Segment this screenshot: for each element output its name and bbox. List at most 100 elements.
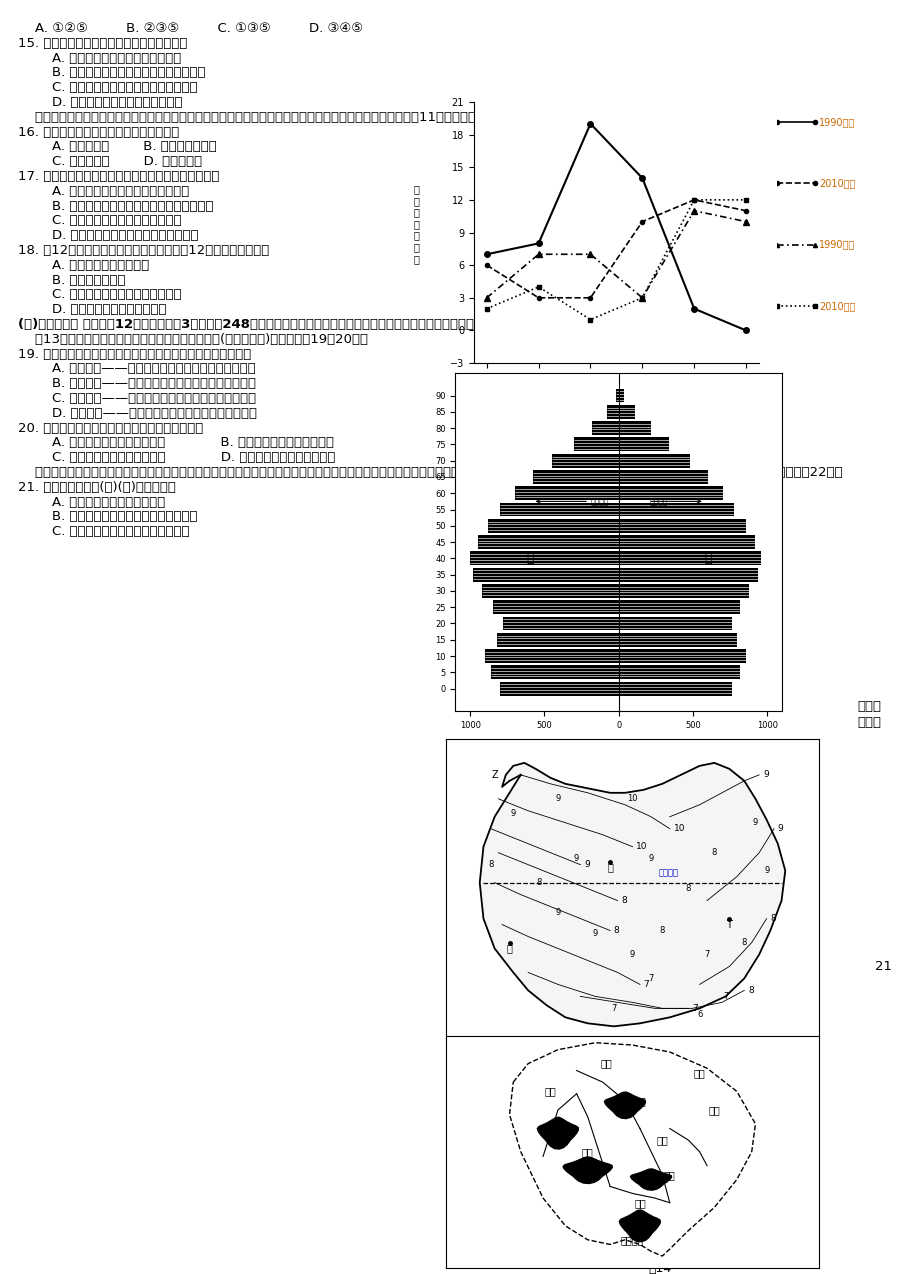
- Bar: [472, 568, 618, 581]
- Polygon shape: [562, 1157, 612, 1184]
- Text: 20. 关于图中局部地区盛行风向的叙述，正确的是: 20. 关于图中局部地区盛行风向的叙述，正确的是: [18, 422, 203, 434]
- Text: 10: 10: [636, 842, 647, 851]
- Text: T: T: [726, 920, 732, 930]
- Polygon shape: [630, 1170, 671, 1190]
- Bar: [515, 487, 618, 501]
- Bar: [618, 665, 740, 679]
- Text: 上虚: 上虚: [693, 1068, 705, 1078]
- Text: 19. 关于甲乙丙丁四地每日日照时数及其原因的叙述，正确的是: 19. 关于甲乙丙丁四地每日日照时数及其原因的叙述，正确的是: [18, 348, 251, 361]
- Text: 纵织: 纵织: [633, 1096, 645, 1106]
- Text: 8: 8: [741, 938, 746, 947]
- Text: 1990浙江: 1990浙江: [818, 117, 854, 127]
- Text: 分。在: 分。在: [857, 699, 880, 713]
- Text: 6: 6: [696, 1010, 701, 1019]
- Text: 2010上海: 2010上海: [818, 301, 855, 311]
- Text: 9: 9: [762, 771, 768, 780]
- Bar: [551, 454, 618, 468]
- Bar: [488, 519, 618, 533]
- Text: B. 人口出现负增长: B. 人口出现负增长: [18, 274, 125, 287]
- Bar: [618, 633, 737, 647]
- Bar: [618, 650, 745, 662]
- Text: 7: 7: [704, 950, 709, 959]
- Text: (二)双项选择题 本大题全12小题，每小题3分，共计248分。在每小题给出的四个选项中，有两项是符合题目要求的。选两项且全选对者得3分，选错、少选或不选均不得分: (二)双项选择题 本大题全12小题，每小题3分，共计248分。在每小题给出的四个…: [18, 318, 666, 331]
- Text: 8: 8: [769, 913, 776, 924]
- Bar: [607, 405, 618, 419]
- Text: 9: 9: [648, 854, 653, 864]
- Bar: [618, 535, 754, 549]
- Bar: [477, 535, 618, 549]
- Text: 9: 9: [777, 824, 783, 833]
- Bar: [470, 552, 618, 566]
- Text: 15. 该农场土地利用类型变化的原因及好处是: 15. 该农场土地利用类型变化的原因及好处是: [18, 37, 187, 50]
- Text: B. 乙地较多——受副热带高气压带及沿岘寒流的影响: B. 乙地较多——受副热带高气压带及沿岘寒流的影响: [18, 377, 255, 390]
- Text: C. 有利于产业升级，改善环境质量: C. 有利于产业升级，改善环境质量: [18, 214, 181, 227]
- Bar: [618, 422, 651, 434]
- Text: A. 工业产值降低，促进第三产业发展: A. 工业产值降低，促进第三产业发展: [18, 185, 189, 197]
- Polygon shape: [537, 1117, 578, 1149]
- Polygon shape: [604, 1092, 645, 1119]
- Bar: [618, 389, 623, 403]
- Text: 8: 8: [536, 878, 541, 887]
- Text: 10: 10: [627, 794, 637, 804]
- Text: B. 工业地域高度发达，形成了工业城市: B. 工业地域高度发达，形成了工业城市: [18, 511, 198, 524]
- Text: 甲: 甲: [506, 944, 512, 953]
- Bar: [615, 389, 618, 403]
- Bar: [618, 552, 760, 566]
- Bar: [618, 470, 707, 484]
- Text: C. 共用基础设施，信息技术联系紧密: C. 共用基础设施，信息技术联系紧密: [18, 525, 189, 538]
- Text: 领带: 领带: [664, 1170, 675, 1180]
- Text: 7: 7: [722, 992, 728, 1001]
- Text: C. 丙地最多——深居大陆的内部，海洋水汽难以到达: C. 丙地最多——深居大陆的内部，海洋水汽难以到达: [18, 392, 255, 405]
- Text: 9: 9: [752, 818, 757, 827]
- Text: A. 东北沿海一夏半年一东北风             B. 北部沿海一夏半年一西北风: A. 东北沿海一夏半年一东北风 B. 北部沿海一夏半年一西北风: [18, 437, 334, 450]
- Text: 纸伞: 纸伞: [708, 1105, 720, 1115]
- Text: D. 自然增长率低，新增人口少: D. 自然增长率低，新增人口少: [18, 303, 166, 316]
- Text: 8: 8: [711, 848, 717, 857]
- Text: 7: 7: [610, 1004, 616, 1013]
- Text: B. 家庭农场经营，以缓解人多地少的矛盾: B. 家庭农场经营，以缓解人多地少的矛盾: [18, 66, 205, 79]
- Text: C. 东部沿海一冬半年一偏北风             D. 西南沿海一冬半年一西北风: C. 东部沿海一冬半年一偏北风 D. 西南沿海一冬半年一西北风: [18, 451, 335, 464]
- Text: 9: 9: [510, 809, 516, 818]
- Text: 新昌: 新昌: [633, 1198, 645, 1208]
- Text: C. 以青庄年人口为主，人口老龄化: C. 以青庄年人口为主，人口老龄化: [18, 288, 181, 302]
- Text: A. 以丰富的原料和动力为基础: A. 以丰富的原料和动力为基础: [18, 496, 165, 508]
- Text: 嵊州: 嵊州: [656, 1135, 667, 1145]
- Bar: [499, 682, 618, 696]
- Bar: [618, 405, 634, 419]
- Text: 9: 9: [555, 908, 560, 917]
- Bar: [492, 600, 618, 614]
- Text: 每小题: 每小题: [857, 716, 880, 729]
- Text: 9: 9: [584, 860, 589, 869]
- Bar: [618, 568, 757, 581]
- Y-axis label: 产
业
竞
争
力
系
数: 产 业 竞 争 力 系 数: [414, 185, 419, 264]
- Text: 2010浙江: 2010浙江: [818, 178, 855, 189]
- Bar: [618, 487, 721, 501]
- Text: 诸暨: 诸暨: [544, 1087, 556, 1097]
- Text: 8: 8: [613, 926, 619, 935]
- Text: A. 甲地最少——全年受西风带影响，以阴雨天气为主: A. 甲地最少——全年受西风带影响，以阴雨天气为主: [18, 362, 255, 376]
- Text: 8: 8: [620, 896, 627, 905]
- Polygon shape: [618, 1210, 660, 1242]
- Text: 9: 9: [573, 854, 579, 864]
- Text: 8: 8: [685, 884, 690, 893]
- Text: 产业竞争力系数越大，产业竞争力也就越强。各地产业竞争力系数的变化，可以反映产业转移的动态趋势。图11为上海市与浙江省产业竞争力系数变化图。读图完成16～17题。: 产业竞争力系数越大，产业竞争力也就越强。各地产业竞争力系数的变化，可以反映产业转…: [18, 111, 677, 124]
- Text: C. 热量条件改善，以便于提高复种指数: C. 热量条件改善，以便于提高复种指数: [18, 82, 198, 94]
- Text: 7: 7: [691, 1004, 698, 1013]
- Text: 7: 7: [648, 973, 653, 984]
- Text: B. 加强国际分工合作，推动国际经济一体化: B. 加强国际分工合作，推动国际经济一体化: [18, 200, 213, 213]
- Bar: [618, 454, 689, 468]
- Bar: [503, 617, 618, 631]
- Text: 16. 从上海向浙江转移趋势最明显的产业是: 16. 从上海向浙江转移趋势最明显的产业是: [18, 126, 179, 139]
- Text: Z: Z: [491, 769, 497, 780]
- Text: 兔毛绒织: 兔毛绒织: [620, 1235, 643, 1245]
- Bar: [618, 600, 740, 614]
- Text: 10: 10: [673, 824, 685, 833]
- Text: 女: 女: [703, 552, 710, 564]
- Text: 南回归线: 南回归线: [658, 868, 678, 877]
- Text: 1990上海: 1990上海: [818, 240, 854, 250]
- Bar: [618, 617, 731, 631]
- Bar: [618, 519, 745, 533]
- Text: 平均年龄: 平均年龄: [590, 497, 608, 506]
- Text: 17. 有关上述产业转移，对移出地影响的说法正确的是: 17. 有关上述产业转移，对移出地影响的说法正确的是: [18, 169, 219, 183]
- Text: 9: 9: [555, 794, 560, 804]
